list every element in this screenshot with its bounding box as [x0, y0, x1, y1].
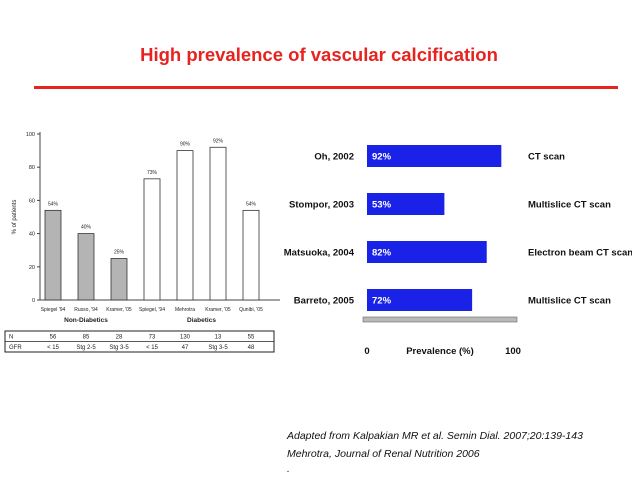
table-cell: < 15 [146, 345, 159, 351]
category-label: Kramer, '05 [205, 307, 231, 313]
horizontal-bar-chart: 92% Oh, 2002 CT scan 53% Stompor, 2003 Multis… [284, 145, 632, 357]
y-tick-label: 80 [29, 165, 35, 171]
table-cell: Stg 3-5 [208, 345, 228, 351]
y-tick-label: 60 [29, 198, 35, 204]
axis-baseline [362, 316, 518, 323]
left-labels: 54% Spiegel '94 40% Russo, '94 25% Kramer, '0… [41, 138, 263, 324]
group-label: Non-Diabetics [64, 317, 108, 324]
data-label: 72% [372, 296, 392, 307]
data-label: 53% [372, 200, 392, 211]
x-axis-label: Prevalence (%) [406, 346, 474, 357]
y-tick-label: 20 [29, 265, 35, 271]
bar [367, 289, 473, 311]
table-cell: 48 [248, 345, 255, 351]
data-label: 73% [147, 170, 158, 176]
title-rule [34, 86, 618, 89]
category-label: Oh, 2002 [314, 152, 354, 163]
bar [143, 178, 161, 301]
data-label: 92% [213, 138, 224, 144]
method-label: Electron beam CT scan [528, 248, 632, 259]
method-label: CT scan [528, 152, 565, 163]
left-bars [44, 146, 260, 301]
category-label: Matsuoka, 2004 [284, 248, 355, 259]
method-label: Multislice CT scan [528, 200, 611, 211]
data-label: 40% [81, 225, 92, 231]
table-cell: < 15 [47, 345, 60, 351]
table-cell: 130 [180, 335, 191, 341]
x-tick-label: 100 [505, 346, 521, 357]
table-cell: Stg 2-5 [76, 345, 96, 351]
data-label: 25% [114, 250, 125, 256]
data-label: 92% [372, 152, 392, 163]
data-label: 54% [48, 201, 59, 207]
bar [367, 241, 487, 263]
table-row-label: N [9, 335, 13, 341]
table-row-label: GFR [9, 345, 22, 351]
category-label: Barreto, 2005 [294, 296, 355, 307]
bar [367, 145, 502, 167]
category-label: Russo, '94 [74, 307, 98, 313]
data-label: 90% [180, 142, 191, 148]
table-cell: 47 [182, 345, 189, 351]
left-data-table: N 56 85 28 73 130 13 55 GFR < 15 Stg 2-5 Stg 3-5 < 1… [4, 330, 275, 353]
vertical-bar-chart: 0 20 40 60 80 100 % of patients 54% Spiegel '94… [4, 132, 280, 353]
y-tick-label: 100 [26, 132, 35, 138]
x-tick-label: 0 [364, 346, 369, 357]
table-cell: 85 [83, 335, 90, 341]
data-label: 54% [246, 201, 257, 207]
y-axis-label: % of patients [12, 200, 18, 235]
category-label: Stompor, 2003 [289, 200, 354, 211]
table-cell: 73 [149, 335, 156, 341]
slide-title: High prevalence of vascular calcificatio… [140, 44, 498, 65]
group-label: Diabetics [187, 317, 216, 324]
right-bars: 92% Oh, 2002 CT scan 53% Stompor, 2003 Multis… [284, 145, 632, 311]
table-cell: 55 [248, 335, 255, 341]
bar [110, 258, 128, 301]
category-label: Spiegel '94 [41, 307, 66, 313]
category-label: Kramer, '05 [106, 307, 132, 313]
bar [242, 209, 260, 301]
right-x-axis: 0 100 Prevalence (%) [362, 316, 521, 357]
bar [77, 233, 95, 301]
table-cell: 13 [215, 335, 222, 341]
table-cell: 28 [116, 335, 123, 341]
y-tick-label: 0 [32, 298, 35, 304]
source-citation-3: . [287, 463, 290, 475]
table-cell: 56 [50, 335, 57, 341]
source-citation-2: Mehrotra, Journal of Renal Nutrition 200… [287, 448, 480, 460]
source-citation-1: Adapted from Kalpakian MR et al. Semin D… [287, 430, 583, 442]
category-label: Qunibi, '05 [239, 307, 263, 313]
data-label: 82% [372, 248, 392, 259]
category-label: Mehrotra [175, 307, 195, 313]
bar [44, 209, 62, 301]
bar [367, 193, 445, 215]
y-tick-label: 40 [29, 232, 35, 238]
category-label: Spiegel, '94 [139, 307, 165, 313]
method-label: Multislice CT scan [528, 296, 611, 307]
bar [176, 150, 194, 301]
bar [209, 146, 227, 301]
table-cell: Stg 3-5 [109, 345, 129, 351]
